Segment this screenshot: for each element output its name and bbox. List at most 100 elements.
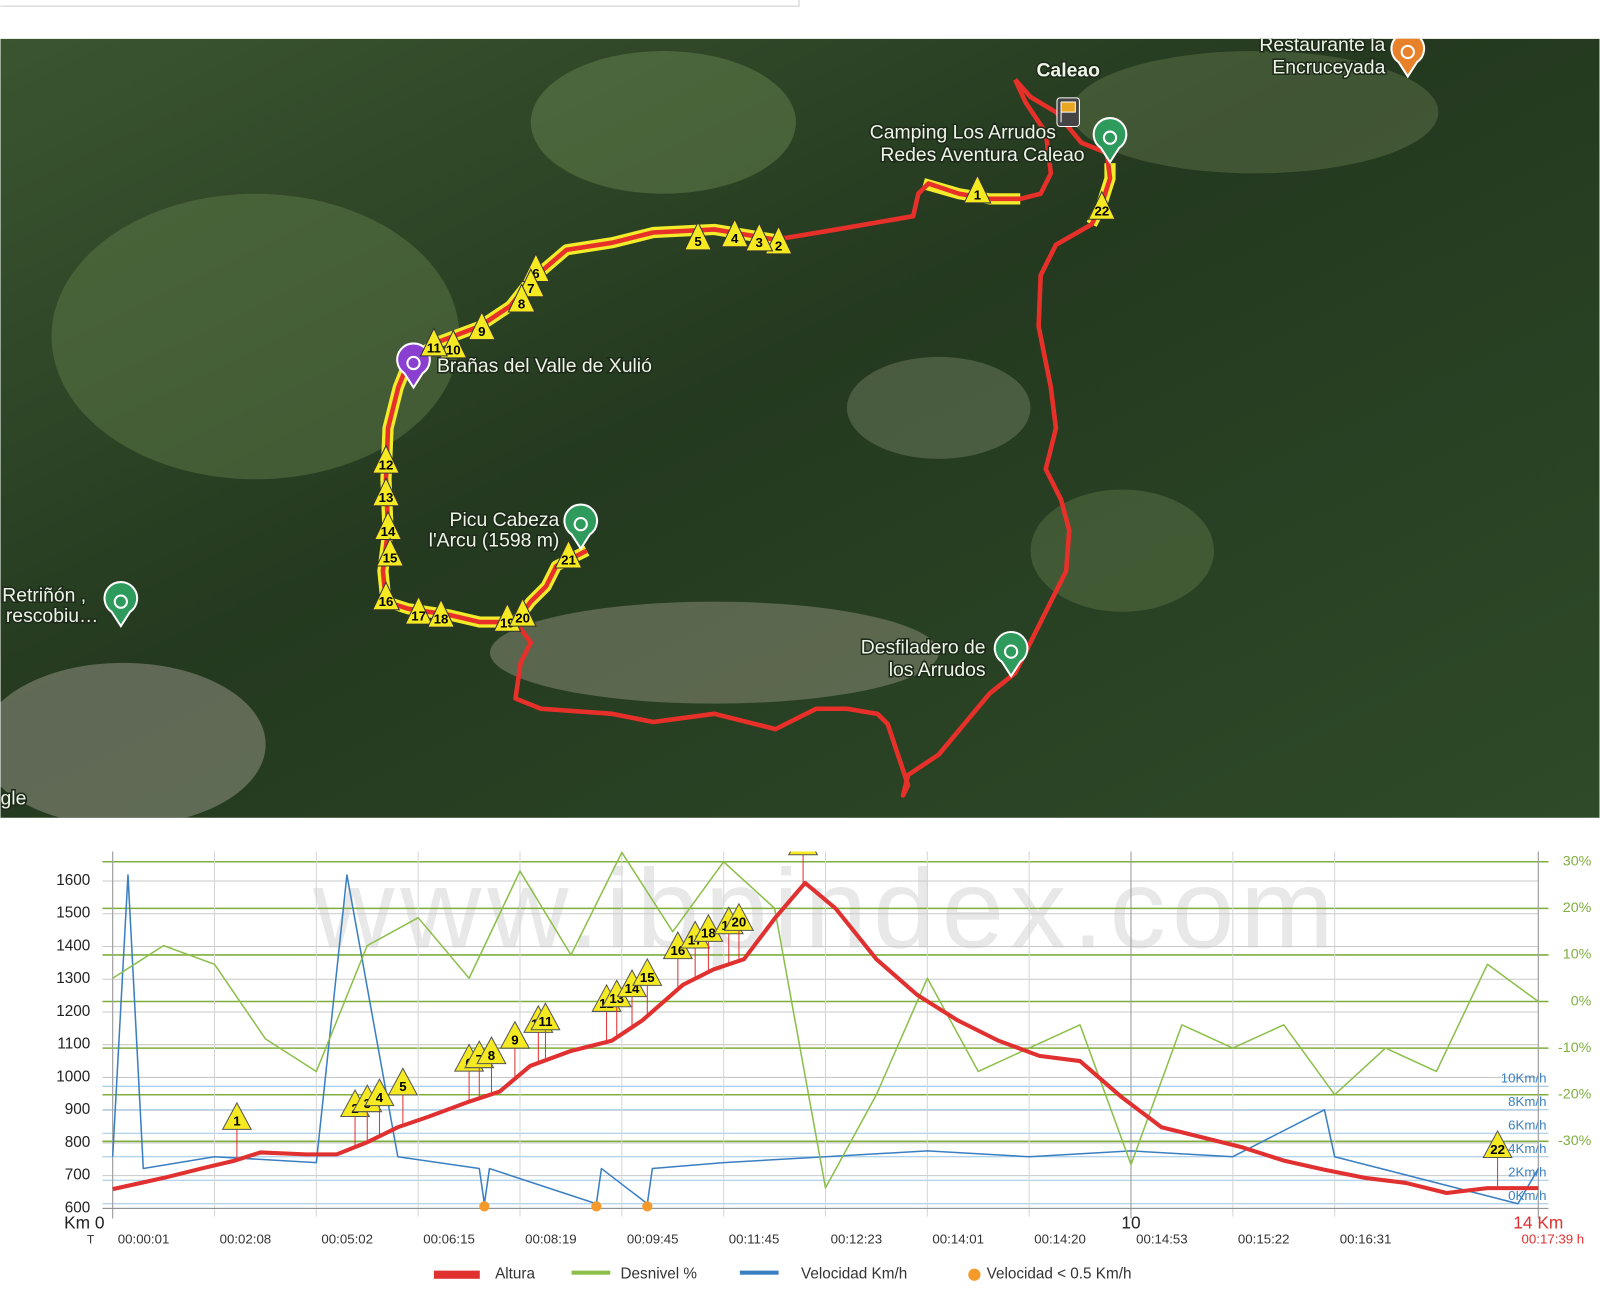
place-label[interactable]: Redes Aventura Caleao bbox=[879, 143, 1086, 168]
waypoint-label[interactable]: 3 bbox=[756, 235, 763, 250]
time-axis-label: T bbox=[87, 1232, 95, 1246]
waypoint-marker bbox=[221, 1101, 253, 1130]
waypoint-label: 9 bbox=[511, 1033, 518, 1048]
y3-tick-label: 0Km/h bbox=[1508, 1188, 1546, 1203]
place-label[interactable]: rescobiu… bbox=[4, 604, 100, 629]
poi-icon[interactable] bbox=[1102, 130, 1118, 145]
legend-swatch bbox=[739, 1270, 779, 1275]
waypoint-marker[interactable] bbox=[426, 598, 456, 628]
place-label[interactable]: Brañas del Valle de Xulió bbox=[435, 354, 653, 379]
place-label[interactable]: Encruceyada bbox=[1271, 55, 1387, 80]
waypoint-label[interactable]: 5 bbox=[694, 234, 701, 249]
poi-marker[interactable] bbox=[103, 581, 139, 629]
place-label[interactable]: l'Arcu (1598 m) bbox=[427, 528, 561, 553]
waypoint-marker[interactable] bbox=[371, 581, 401, 611]
waypoint-label: 20 bbox=[732, 915, 747, 930]
waypoint-marker[interactable] bbox=[1087, 190, 1116, 220]
series-line bbox=[112, 851, 1539, 1189]
place-label[interactable]: Restaurante la bbox=[1258, 34, 1387, 58]
poi-icon[interactable] bbox=[573, 517, 588, 532]
waypoint-marker[interactable] bbox=[419, 327, 448, 357]
waypoint-marker[interactable] bbox=[683, 221, 713, 251]
waypoint-marker[interactable] bbox=[554, 539, 583, 569]
poi-icon[interactable] bbox=[1400, 44, 1415, 60]
time-tick-label: 00:02:08 bbox=[220, 1232, 272, 1247]
waypoint-marker[interactable] bbox=[720, 218, 749, 248]
waypoint-marker[interactable] bbox=[764, 225, 793, 255]
waypoint-label[interactable]: 15 bbox=[383, 550, 398, 565]
waypoint-label: 21 bbox=[796, 839, 811, 854]
waypoint-marker[interactable] bbox=[375, 537, 405, 567]
poi-marker[interactable] bbox=[1092, 117, 1128, 165]
waypoint-marker bbox=[787, 851, 819, 856]
time-tick-label: 00:15:22 bbox=[1238, 1232, 1290, 1247]
waypoint-marker[interactable] bbox=[371, 477, 401, 507]
waypoint-marker[interactable] bbox=[439, 329, 468, 359]
waypoint-label[interactable]: 18 bbox=[434, 612, 449, 627]
waypoint-marker[interactable] bbox=[467, 310, 496, 341]
time-tick-label: 00:00:01 bbox=[118, 1232, 170, 1247]
waypoint-marker[interactable] bbox=[963, 174, 992, 204]
waypoint-label[interactable]: 21 bbox=[561, 552, 576, 567]
waypoint-label[interactable]: 9 bbox=[478, 324, 485, 339]
y-tick-label: 1000 bbox=[56, 1068, 90, 1085]
y-tick-label: 1200 bbox=[56, 1003, 90, 1020]
x-tick-label: 14 Km bbox=[1513, 1212, 1563, 1232]
time-tick-label: 00:11:45 bbox=[729, 1232, 780, 1247]
poi-marker[interactable] bbox=[993, 631, 1029, 678]
waypoint-marker[interactable] bbox=[404, 595, 433, 625]
place-label[interactable]: Camping Los Arrudos bbox=[868, 120, 1057, 145]
waypoint-label[interactable]: 7 bbox=[527, 281, 534, 296]
poi-icon[interactable] bbox=[113, 594, 128, 609]
y3-tick-label: 4Km/h bbox=[1508, 1141, 1546, 1156]
fields bbox=[1030, 489, 1215, 612]
time-tick-label: 00:09:45 bbox=[627, 1232, 679, 1247]
waypoint-marker bbox=[1482, 1129, 1513, 1159]
waypoint-marker[interactable] bbox=[373, 510, 403, 540]
start-flag bbox=[1056, 97, 1080, 127]
waypoint-label[interactable]: 16 bbox=[379, 594, 394, 609]
waypoint-label[interactable]: 4 bbox=[731, 231, 739, 246]
legend-label: Velocidad Km/h bbox=[801, 1266, 907, 1283]
waypoint-label[interactable]: 12 bbox=[379, 458, 394, 473]
waypoint-label[interactable]: 14 bbox=[381, 524, 396, 539]
y2-tick-label: 10% bbox=[1563, 947, 1592, 963]
y-tick-label: 1100 bbox=[57, 1036, 90, 1053]
waypoint-marker[interactable] bbox=[508, 597, 537, 627]
waypoint-marker bbox=[364, 1078, 395, 1107]
waypoint-label: 15 bbox=[640, 970, 655, 985]
waypoint-label[interactable]: 13 bbox=[379, 490, 394, 505]
waypoint-marker[interactable] bbox=[745, 222, 774, 252]
place-label[interactable]: Caleao bbox=[1035, 58, 1102, 83]
y2-tick-label: -10% bbox=[1558, 1040, 1592, 1056]
poi-icon[interactable] bbox=[1003, 644, 1019, 659]
waypoint-label[interactable]: 17 bbox=[411, 608, 426, 623]
waypoint-label[interactable]: 6 bbox=[532, 266, 539, 281]
poi-marker[interactable] bbox=[563, 503, 599, 551]
waypoint-label[interactable]: 1 bbox=[974, 187, 981, 202]
y3-tick-label: 8Km/h bbox=[1508, 1094, 1546, 1109]
waypoint-label[interactable]: 8 bbox=[518, 296, 525, 311]
time-tick-label: 00:08:19 bbox=[525, 1232, 577, 1247]
waypoint-label[interactable]: 10 bbox=[446, 342, 461, 357]
legend-label: Altura bbox=[495, 1266, 535, 1283]
waypoint-label[interactable]: 11 bbox=[427, 340, 441, 355]
waypoint-label: 4 bbox=[376, 1090, 384, 1105]
waypoint-marker bbox=[723, 902, 755, 931]
waypoint-label[interactable]: 20 bbox=[515, 610, 530, 625]
poi-icon[interactable] bbox=[406, 355, 421, 371]
time-tick-label: 00:12:23 bbox=[831, 1232, 883, 1247]
place-label[interactable]: Picu Cabeza bbox=[448, 508, 561, 533]
place-label[interactable]: Retriñón , bbox=[1, 583, 88, 608]
waypoint-label[interactable]: 2 bbox=[775, 238, 782, 253]
waypoint-label[interactable]: 22 bbox=[1094, 204, 1109, 219]
waypoint-marker[interactable] bbox=[371, 444, 401, 474]
waypoint-marker[interactable] bbox=[507, 283, 536, 313]
place-label[interactable]: los Arrudos bbox=[887, 658, 987, 683]
terrain bbox=[51, 193, 460, 480]
waypoint-label[interactable]: 19 bbox=[500, 616, 515, 631]
place-label[interactable]: Desfiladero de bbox=[859, 635, 987, 660]
